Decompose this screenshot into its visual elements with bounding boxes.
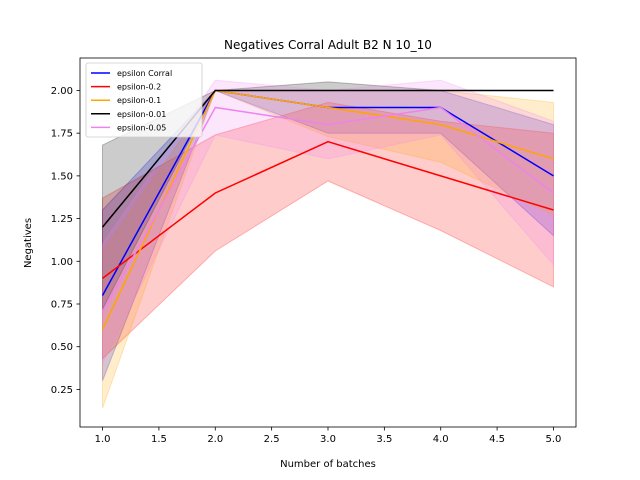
x-tick-label: 4.5 — [489, 434, 505, 445]
y-tick-label: 0.50 — [51, 342, 73, 353]
y-tick-label: 1.00 — [51, 257, 73, 268]
x-tick-label: 1.5 — [151, 434, 167, 445]
x-tick-label: 5.0 — [546, 434, 562, 445]
legend-label: epsilon-0.2 — [117, 83, 161, 92]
y-axis-label: Negatives — [23, 218, 34, 268]
y-tick-label: 0.75 — [51, 300, 73, 311]
x-tick-label: 2.5 — [264, 434, 280, 445]
y-tick-label: 1.50 — [51, 171, 73, 182]
legend-label: epsilon Corral — [117, 69, 172, 78]
line-series-4 — [101, 106, 554, 313]
y-axis-ticks: 0.25 0.50 0.75 1.00 1.25 1.50 1.75 2.00 — [51, 86, 80, 396]
y-tick-label: 0.25 — [51, 385, 73, 396]
x-tick-label: 2.0 — [207, 434, 223, 445]
legend-label: epsilon-0.05 — [117, 123, 166, 132]
legend-box — [85, 62, 203, 138]
band-series-1 — [102, 101, 554, 360]
band-series-4 — [102, 79, 554, 365]
x-tick-label: 3.5 — [376, 434, 392, 445]
legend: epsilon Corral epsilon-0.2 epsilon-0.1 epsi… — [85, 62, 203, 138]
x-tick-label: 3.0 — [320, 434, 336, 445]
confidence-bands — [102, 79, 554, 409]
y-tick-label: 1.75 — [51, 129, 73, 140]
x-tick-label: 4.0 — [433, 434, 449, 445]
y-tick-label: 1.25 — [51, 214, 73, 225]
x-axis-ticks: 1.0 1.5 2.0 2.5 3.0 3.5 4.0 4.5 5.0 — [95, 427, 562, 445]
legend-label: epsilon-0.01 — [117, 110, 166, 119]
x-tick-label: 1.0 — [95, 434, 111, 445]
x-axis-label: Number of batches — [280, 459, 376, 470]
chart-title: Negatives Corral Adult B2 N 10_10 — [224, 38, 432, 52]
line-series-1 — [102, 140, 554, 279]
y-tick-label: 2.00 — [51, 86, 73, 97]
legend-label: epsilon-0.1 — [117, 96, 161, 105]
